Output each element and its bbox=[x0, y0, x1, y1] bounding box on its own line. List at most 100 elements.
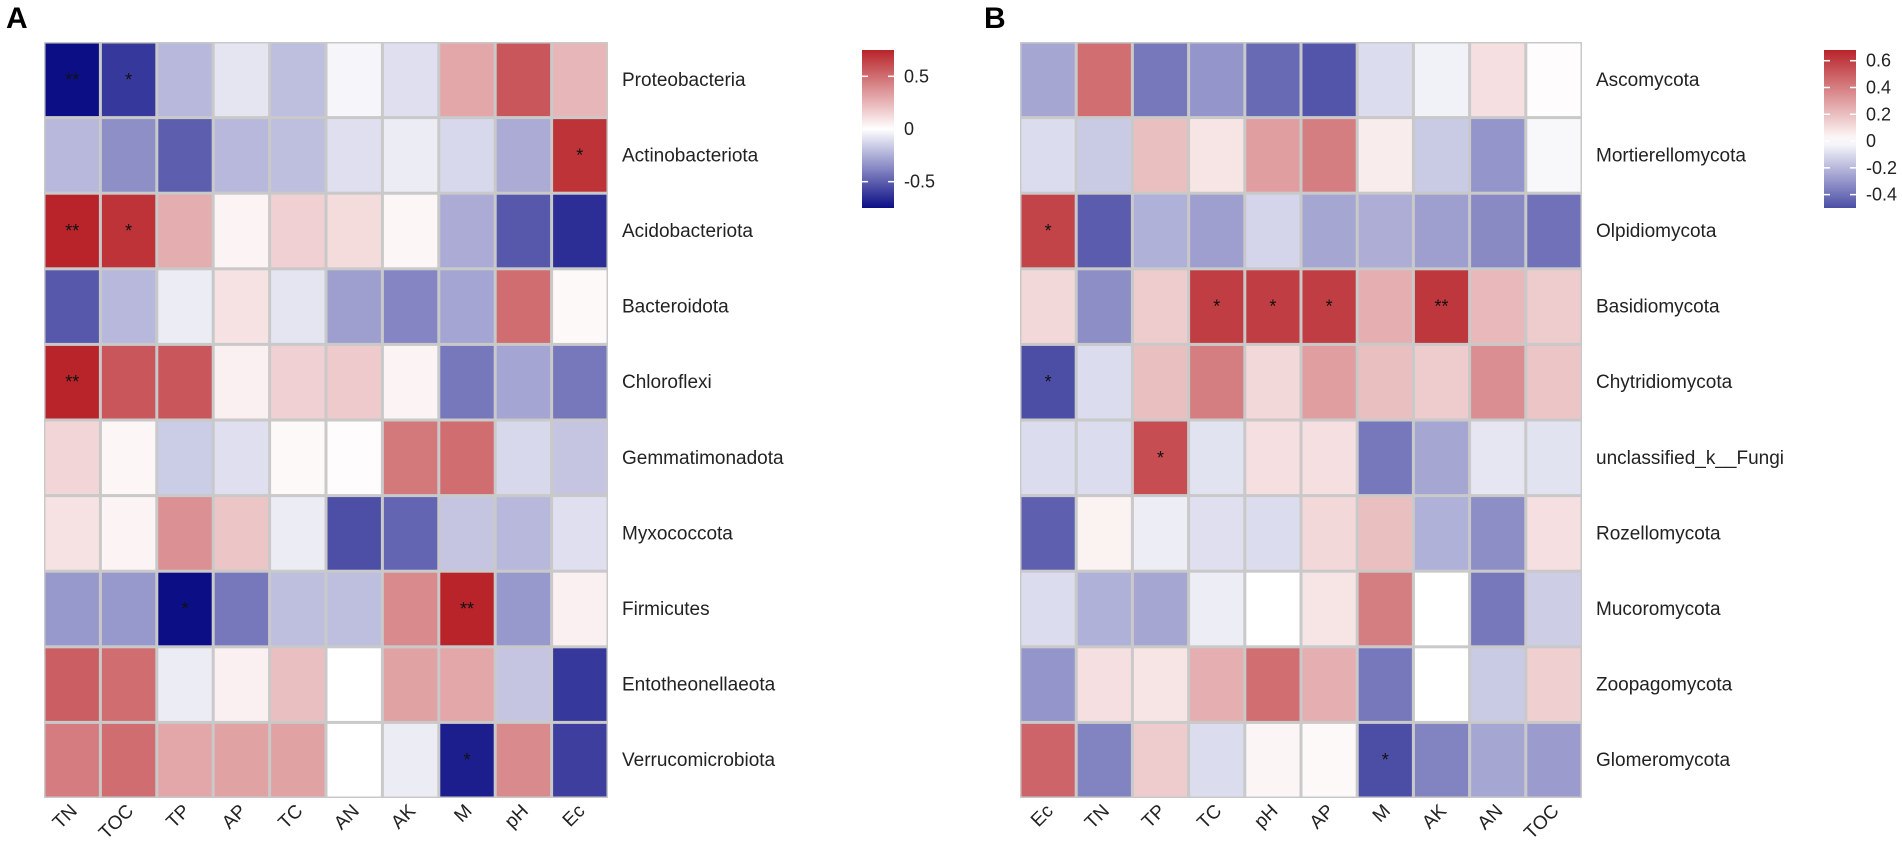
heatmap-cell bbox=[1471, 648, 1525, 721]
heatmap-cell bbox=[1246, 572, 1300, 646]
heatmap-cell bbox=[1077, 723, 1131, 797]
col-label: AP bbox=[218, 801, 251, 834]
heatmap-cell bbox=[1021, 43, 1075, 117]
colorbar-tick-label: -0.2 bbox=[1866, 158, 1897, 178]
heatmap-cell bbox=[1414, 194, 1469, 268]
heatmap-cell bbox=[440, 723, 494, 797]
heatmap-cell bbox=[1190, 648, 1244, 721]
heatmap-cell bbox=[327, 497, 381, 570]
heatmap-cell bbox=[496, 648, 551, 721]
row-label: Ascomycota bbox=[1596, 70, 1700, 91]
col-label: TP bbox=[163, 801, 195, 833]
colorbar-tick-label: -0.5 bbox=[904, 172, 935, 192]
heatmap-cell bbox=[1471, 270, 1525, 343]
colorbar-tick-label: 0.4 bbox=[1866, 78, 1891, 98]
significance-mark: ** bbox=[460, 599, 474, 619]
heatmap-cell bbox=[1471, 43, 1525, 117]
heatmap-cell bbox=[1133, 723, 1188, 797]
heatmap-cell bbox=[1190, 572, 1244, 646]
heatmap-cell bbox=[327, 572, 381, 646]
significance-mark: * bbox=[125, 221, 132, 241]
heatmap-cell bbox=[1302, 648, 1356, 721]
heatmap-cell bbox=[1527, 43, 1581, 117]
heatmap-cell bbox=[158, 723, 212, 797]
heatmap-cell bbox=[1190, 723, 1244, 797]
heatmap-cell bbox=[553, 119, 607, 192]
heatmap-cell bbox=[440, 345, 494, 419]
row-label: Myxococcota bbox=[622, 523, 733, 544]
heatmap-cell bbox=[1358, 648, 1412, 721]
heatmap-cell bbox=[158, 497, 212, 570]
heatmap-cell bbox=[101, 270, 156, 343]
heatmap-cell bbox=[327, 194, 381, 268]
significance-mark: * bbox=[576, 145, 583, 165]
heatmap-cell bbox=[1358, 421, 1412, 495]
significance-mark: * bbox=[1045, 372, 1052, 392]
row-label: Chloroflexi bbox=[622, 372, 712, 393]
heatmap-cell bbox=[1471, 572, 1525, 646]
heatmap-cell bbox=[383, 497, 438, 570]
heatmap-cell bbox=[1246, 194, 1300, 268]
heatmap-cell bbox=[101, 345, 156, 419]
heatmap-cell bbox=[1414, 119, 1469, 192]
heatmap-cell bbox=[214, 43, 269, 117]
col-label: TOC bbox=[1520, 801, 1563, 844]
heatmap-cell bbox=[1414, 723, 1469, 797]
heatmap-cell bbox=[158, 345, 212, 419]
heatmap-cell bbox=[1190, 345, 1244, 419]
row-label: Entotheonellaeota bbox=[622, 675, 776, 696]
heatmap-cell bbox=[383, 270, 438, 343]
significance-mark: * bbox=[1269, 297, 1276, 317]
heatmap-cell bbox=[214, 345, 269, 419]
row-label: Mortierellomycota bbox=[1596, 145, 1746, 166]
heatmap-cell bbox=[1021, 270, 1075, 343]
heatmap-cell bbox=[1077, 270, 1131, 343]
heatmap-cell bbox=[1302, 43, 1356, 117]
significance-mark: * bbox=[1157, 448, 1164, 468]
heatmap-cell bbox=[214, 648, 269, 721]
colorbar-tick-label: 0 bbox=[904, 119, 914, 139]
heatmap-cell bbox=[45, 421, 99, 495]
heatmap-cell bbox=[45, 723, 99, 797]
heatmap-cell bbox=[327, 345, 381, 419]
heatmap-cell bbox=[1358, 497, 1412, 570]
heatmap-cell bbox=[440, 43, 494, 117]
heatmap-a: ** **** **** ***ProteobacteriaActinobacteri… bbox=[44, 42, 784, 844]
panel-a-letter: A bbox=[6, 2, 28, 35]
heatmap-cell bbox=[214, 194, 269, 268]
col-label: TC bbox=[275, 801, 308, 834]
heatmap-cell bbox=[440, 270, 494, 343]
heatmap-cell bbox=[553, 497, 607, 570]
heatmap-cell bbox=[440, 648, 494, 721]
row-label: Actinobacteriota bbox=[622, 145, 759, 166]
col-label: TN bbox=[49, 801, 82, 834]
heatmap-cell bbox=[496, 345, 551, 419]
heatmap-cell bbox=[327, 119, 381, 192]
heatmap-cell bbox=[158, 648, 212, 721]
heatmap-cell bbox=[1190, 270, 1244, 343]
heatmap-cell bbox=[1527, 421, 1581, 495]
heatmap-cell bbox=[1358, 43, 1412, 117]
significance-mark: * bbox=[125, 70, 132, 90]
heatmap-cell bbox=[1302, 421, 1356, 495]
heatmap-cell bbox=[1358, 270, 1412, 343]
heatmap-cell bbox=[1021, 421, 1075, 495]
heatmap-cell bbox=[45, 648, 99, 721]
heatmap-cell bbox=[1414, 345, 1469, 419]
heatmap-cell bbox=[1021, 723, 1075, 797]
row-label: Bacteroidota bbox=[622, 297, 729, 318]
heatmap-cell bbox=[327, 43, 381, 117]
heatmap-cell bbox=[1358, 723, 1412, 797]
heatmap-cell bbox=[1414, 43, 1469, 117]
heatmap-cell bbox=[45, 270, 99, 343]
heatmap-cell bbox=[1471, 194, 1525, 268]
col-label: AK bbox=[387, 800, 420, 833]
heatmap-cell bbox=[553, 572, 607, 646]
heatmap-cell bbox=[101, 119, 156, 192]
row-label: Verrucomicrobiota bbox=[622, 750, 776, 771]
heatmap-cell bbox=[553, 270, 607, 343]
col-label: AN bbox=[330, 801, 364, 835]
heatmap-cell bbox=[496, 572, 551, 646]
row-label: Rozellomycota bbox=[1596, 523, 1721, 544]
